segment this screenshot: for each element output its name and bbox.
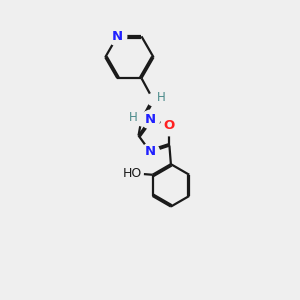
Text: HO: HO [122, 167, 142, 180]
Text: H: H [129, 111, 138, 124]
Text: N: N [112, 30, 123, 43]
Text: H: H [157, 91, 165, 104]
Text: N: N [145, 113, 156, 126]
Text: N: N [145, 145, 156, 158]
Text: O: O [164, 119, 175, 132]
